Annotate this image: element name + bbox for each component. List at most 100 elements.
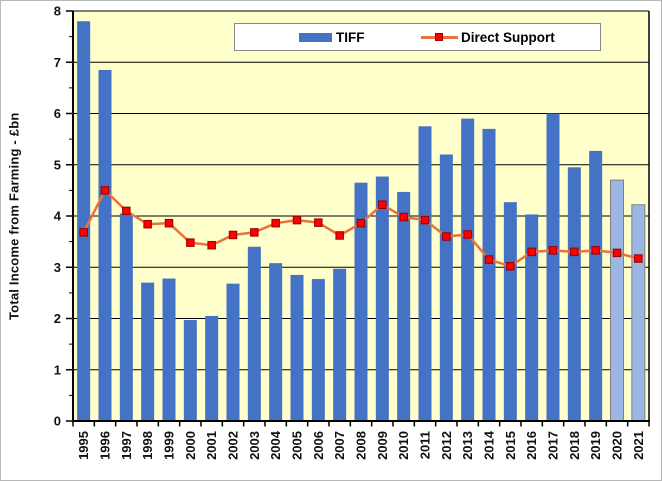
tiff-bar-swatch-icon: [299, 32, 332, 42]
y-tick-label-1: 1: [54, 362, 61, 377]
bar-2020: [610, 179, 624, 422]
direct-support-marker-2016: [527, 247, 536, 257]
x-tick-label-2015: 2015: [503, 431, 518, 460]
direct-support-marker-1995: [79, 228, 88, 237]
x-tick-label-2003: 2003: [247, 431, 262, 460]
legend: TIFF Direct Support: [234, 23, 601, 51]
direct-support-marker-1997: [122, 206, 131, 216]
direct-support-line-swatch-icon: [421, 32, 458, 42]
bar-1997: [119, 213, 133, 421]
bar-1995: [77, 21, 91, 421]
bar-2018: [567, 167, 581, 421]
bar-2002: [226, 283, 240, 421]
x-tick-label-2006: 2006: [311, 431, 326, 460]
bar-2012: [439, 154, 453, 421]
y-axis-title: Total Income from Farming - £bn: [6, 112, 22, 320]
direct-support-marker-2014: [484, 255, 494, 264]
x-tick-label-1998: 1998: [140, 431, 155, 460]
direct-support-marker-2002: [228, 230, 238, 240]
bar-2010: [397, 191, 411, 421]
x-tick-label-2002: 2002: [226, 431, 241, 460]
legend-item-direct-support: Direct Support: [421, 24, 555, 50]
legend-item-tiff: TIFF: [299, 24, 365, 50]
bar-2015: [503, 202, 517, 421]
direct-support-marker-2020: [612, 248, 622, 258]
bar-2004: [269, 263, 283, 421]
bar-2007: [333, 268, 347, 421]
x-tick-label-1997: 1997: [119, 431, 134, 460]
y-tick-label-6: 6: [54, 106, 61, 121]
bar-2001: [205, 315, 219, 421]
bar-2021: [631, 204, 646, 422]
direct-support-marker-2010: [399, 212, 408, 222]
direct-support-marker-2006: [314, 218, 323, 227]
x-tick-label-2018: 2018: [567, 431, 582, 460]
direct-support-marker-2017: [548, 246, 558, 255]
y-tick-label-8: 8: [54, 4, 61, 19]
legend-label-tiff: TIFF: [336, 29, 365, 45]
bar-2011: [418, 126, 432, 421]
bar-2019: [589, 150, 603, 421]
x-tick-label-2011: 2011: [418, 431, 433, 459]
bar-2003: [247, 246, 261, 421]
direct-support-marker-2005: [292, 215, 302, 225]
bar-1998: [141, 282, 155, 421]
y-tick-label-7: 7: [54, 55, 61, 70]
direct-support-marker-2004: [271, 218, 280, 228]
direct-support-marker-2003: [250, 228, 259, 237]
bar-2009: [375, 176, 389, 421]
legend-label-direct-support: Direct Support: [461, 29, 555, 45]
x-tick-label-2008: 2008: [354, 431, 369, 460]
bar-1996: [98, 69, 112, 421]
y-tick-label-2: 2: [54, 311, 61, 326]
direct-support-marker-1996: [100, 186, 110, 195]
direct-support-marker-2009: [378, 200, 387, 209]
bar-2005: [290, 274, 304, 421]
bar-2016: [525, 214, 539, 421]
x-tick-label-1996: 1996: [98, 431, 113, 460]
bar-2014: [482, 128, 496, 421]
x-tick-label-2016: 2016: [524, 431, 539, 460]
bar-2008: [354, 182, 368, 421]
x-tick-label-2010: 2010: [396, 431, 411, 460]
bar-1999: [162, 278, 176, 421]
bar-2000: [183, 320, 197, 421]
direct-support-marker-2018: [570, 247, 579, 257]
x-tick-label-2019: 2019: [588, 431, 603, 460]
direct-support-marker-1999: [164, 218, 174, 228]
direct-support-marker-2008: [356, 218, 366, 228]
direct-support-marker-2012: [442, 232, 451, 241]
x-tick-label-2005: 2005: [290, 431, 305, 460]
direct-support-marker-2021: [634, 254, 643, 263]
bar-2017: [546, 113, 560, 421]
direct-support-marker-1998: [143, 219, 152, 229]
y-tick-label-4: 4: [54, 209, 62, 224]
x-tick-label-2017: 2017: [546, 431, 561, 460]
x-tick-label-2013: 2013: [460, 431, 475, 460]
direct-support-marker-2013: [463, 230, 472, 239]
x-tick-label-1999: 1999: [162, 431, 177, 460]
x-tick-label-2012: 2012: [439, 431, 454, 460]
x-tick-label-2004: 2004: [268, 430, 283, 460]
x-tick-label-2020: 2020: [610, 431, 625, 460]
y-tick-label-5: 5: [54, 157, 61, 172]
direct-support-marker-2011: [420, 215, 430, 225]
direct-support-marker-2019: [591, 246, 600, 255]
x-tick-label-2000: 2000: [183, 431, 198, 460]
bar-2013: [461, 118, 475, 421]
x-tick-label-2001: 2001: [204, 431, 219, 460]
x-tick-label-1995: 1995: [76, 431, 91, 460]
x-tick-label-2009: 2009: [375, 431, 390, 460]
bar-2006: [311, 279, 325, 421]
direct-support-marker-2007: [335, 231, 344, 240]
y-tick-label-3: 3: [54, 260, 61, 275]
direct-support-marker-2000: [186, 238, 195, 247]
direct-support-marker-2015: [506, 261, 515, 271]
x-tick-label-2021: 2021: [631, 431, 646, 460]
direct-support-marker-2001: [207, 240, 216, 250]
x-tick-label-2014: 2014: [482, 430, 497, 460]
y-tick-label-0: 0: [54, 414, 61, 429]
x-tick-label-2007: 2007: [332, 431, 347, 460]
